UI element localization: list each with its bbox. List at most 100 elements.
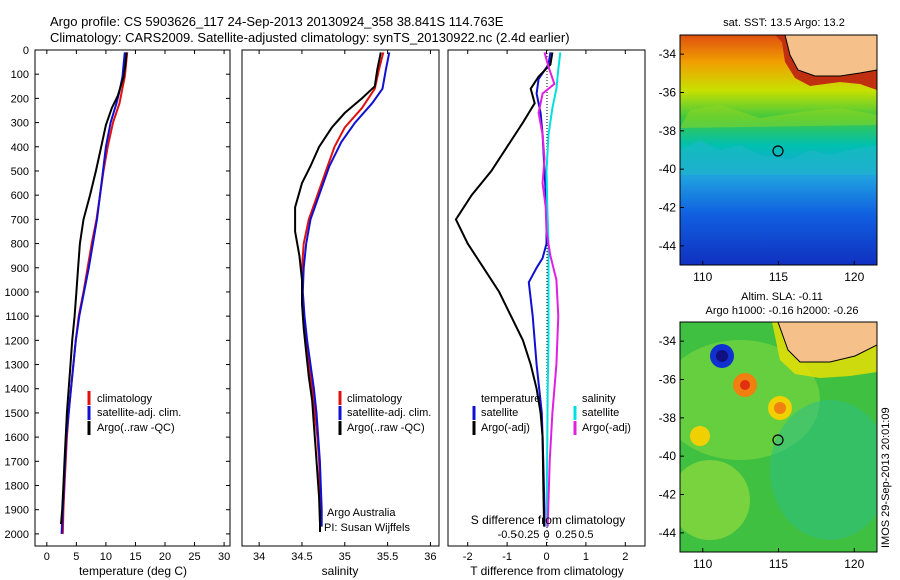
- map-x-tick-label: 110: [693, 557, 712, 571]
- sla-title-1: Altim. SLA: -0.11: [741, 291, 823, 303]
- map-x-tick-label: 115: [769, 270, 788, 284]
- x-tick-label: 5: [73, 551, 79, 563]
- depth-tick-label: 2000: [5, 529, 29, 541]
- depth-tick-label: 1200: [5, 335, 29, 347]
- series-line: [454, 52, 554, 527]
- temperature-xlabel: temperature (deg C): [79, 564, 187, 578]
- x-tick-label: 25: [188, 551, 200, 563]
- difference-panel: -2 -1 0 1 2 -0.5-0.25 0 0.25 0.5 T difference f…: [447, 49, 646, 578]
- footer-timestamp: IMOS 29-Sep-2013 20:01:09: [880, 407, 892, 548]
- map-y-tick-label: -36: [659, 86, 677, 100]
- depth-tick-label: 1400: [5, 384, 29, 396]
- map-x-tick-label: 120: [844, 557, 864, 571]
- x-tick-label: 34: [253, 551, 265, 563]
- depth-tick-label: 1500: [5, 408, 29, 420]
- x-tick-label: 36: [424, 551, 436, 563]
- series-line: [545, 52, 562, 527]
- legend-climatology: climatology: [347, 393, 403, 405]
- x-tick-label: 0: [44, 551, 50, 563]
- depth-tick-label: 300: [11, 118, 29, 130]
- sdiff-label: S difference from climatology: [471, 513, 626, 527]
- map-y-tick-label: -42: [659, 201, 677, 215]
- x-tick-label: 0: [543, 551, 549, 563]
- legend-climatology: climatology: [97, 393, 153, 405]
- sdiff-tick-label: -0.25: [514, 529, 539, 541]
- x-tick-label: -2: [463, 551, 473, 563]
- depth-tick-label: 500: [11, 166, 29, 178]
- depth-tick-label: 0: [23, 45, 29, 57]
- temperature-profiles: [60, 52, 129, 534]
- map-y-tick-label: -38: [659, 124, 677, 138]
- series-line: [294, 52, 382, 522]
- difference-profiles: [454, 52, 562, 527]
- sla-map: Altim. SLA: -0.11 Argo h1000: -0.16 h200…: [659, 291, 878, 571]
- map-x-tick-label: 115: [769, 557, 788, 571]
- legend-argo: Argo(..raw -QC): [97, 422, 175, 434]
- sst-map: sat. SST: 13.5 Argo: 13.2 110 115 120 -34 -3…: [659, 17, 878, 284]
- x-tick-label: 1: [583, 551, 589, 563]
- x-tick-label: 10: [100, 551, 112, 563]
- sst-map-title: sat. SST: 13.5 Argo: 13.2: [723, 17, 845, 29]
- x-tick-label: -1: [502, 551, 512, 563]
- temperature-x-axis: 0 5 10 15 20 25 30: [44, 50, 230, 563]
- legend-t-argo: Argo(-adj): [481, 422, 530, 434]
- map-y-tick-label: -42: [659, 488, 677, 502]
- legend-satellite-adj: satellite-adj. clim.: [97, 407, 181, 419]
- sla-map-axes: 110 115 120 -34 -36 -38 -40 -42 -44: [659, 334, 865, 571]
- sla-title-2: Argo h1000: -0.16 h2000: -0.26: [706, 305, 859, 317]
- temperature-legend: climatology satellite-adj. clim. Argo(..…: [87, 391, 181, 435]
- map-y-tick-label: -40: [659, 449, 677, 463]
- tdiff-xlabel: T difference from climatology: [470, 564, 624, 578]
- salinity-legend: climatology satellite-adj. clim. Argo(..…: [338, 391, 431, 435]
- depth-tick-label: 600: [11, 190, 29, 202]
- temperature-panel: 0100200300400500600700800900100011001200…: [5, 45, 645, 578]
- depth-tick-label: 1100: [5, 311, 29, 323]
- sdiff-tick-label: 0: [543, 529, 549, 541]
- map-x-tick-label: 120: [844, 270, 864, 284]
- map-y-tick-label: -44: [659, 526, 677, 540]
- legend-s-satellite: satellite: [582, 407, 619, 419]
- sst-argo-location-marker: [772, 145, 784, 157]
- map-y-tick-label: -34: [659, 47, 677, 61]
- salinity-x-axis: 34 34.5 35 35.5 36: [253, 50, 437, 563]
- credit-text: Argo Australia: [327, 507, 396, 519]
- legend-t-satellite: satellite: [481, 407, 518, 419]
- sdiff-axis: -0.5-0.25 0 0.25 0.5: [498, 529, 594, 541]
- sst-map-axes: 110 115 120 -34 -36 -38 -40 -42 -44: [659, 47, 865, 284]
- series-line: [60, 52, 128, 525]
- sdiff-tick-label: 0.5: [578, 529, 593, 541]
- depth-tick-label: 1700: [5, 456, 29, 468]
- depth-tick-label: 800: [11, 239, 29, 251]
- x-tick-label: 2: [622, 551, 628, 563]
- x-tick-label: 34.5: [291, 551, 312, 563]
- tdiff-x-axis: -2 -1 0 1 2: [463, 50, 628, 563]
- x-tick-label: 30: [218, 551, 230, 563]
- sdiff-tick-label: -0.5: [498, 529, 517, 541]
- difference-legend: temperature satellite Argo(-adj) salinit…: [472, 393, 631, 435]
- depth-tick-label: 1300: [5, 360, 29, 372]
- map-y-tick-label: -38: [659, 411, 677, 425]
- salinity-panel: 34 34.5 35 35.5 36 salinity climatology sate…: [241, 49, 440, 578]
- map-x-tick-label: 110: [693, 270, 712, 284]
- legend-temperature-title: temperature: [481, 393, 540, 405]
- depth-tick-label: 1900: [5, 505, 29, 517]
- sdiff-tick-label: 0.25: [555, 529, 576, 541]
- temperature-plot-area: [34, 49, 231, 547]
- x-tick-label: 20: [159, 551, 171, 563]
- depth-tick-label: 1000: [5, 287, 29, 299]
- legend-salinity-title: salinity: [582, 393, 616, 405]
- depth-tick-label: 400: [11, 142, 29, 154]
- map-y-tick-label: -36: [659, 373, 677, 387]
- legend-satellite-adj: satellite-adj. clim.: [347, 407, 431, 419]
- x-tick-label: 35.5: [377, 551, 398, 563]
- salinity-profiles: [294, 52, 391, 527]
- depth-tick-label: 900: [11, 263, 29, 275]
- salinity-plot-area: [241, 49, 440, 547]
- depth-tick-label: 700: [11, 214, 29, 226]
- map-y-tick-label: -40: [659, 162, 677, 176]
- legend-s-argo: Argo(-adj): [582, 422, 631, 434]
- x-tick-label: 15: [129, 551, 141, 563]
- depth-tick-label: 100: [11, 69, 29, 81]
- x-tick-label: 35: [339, 551, 351, 563]
